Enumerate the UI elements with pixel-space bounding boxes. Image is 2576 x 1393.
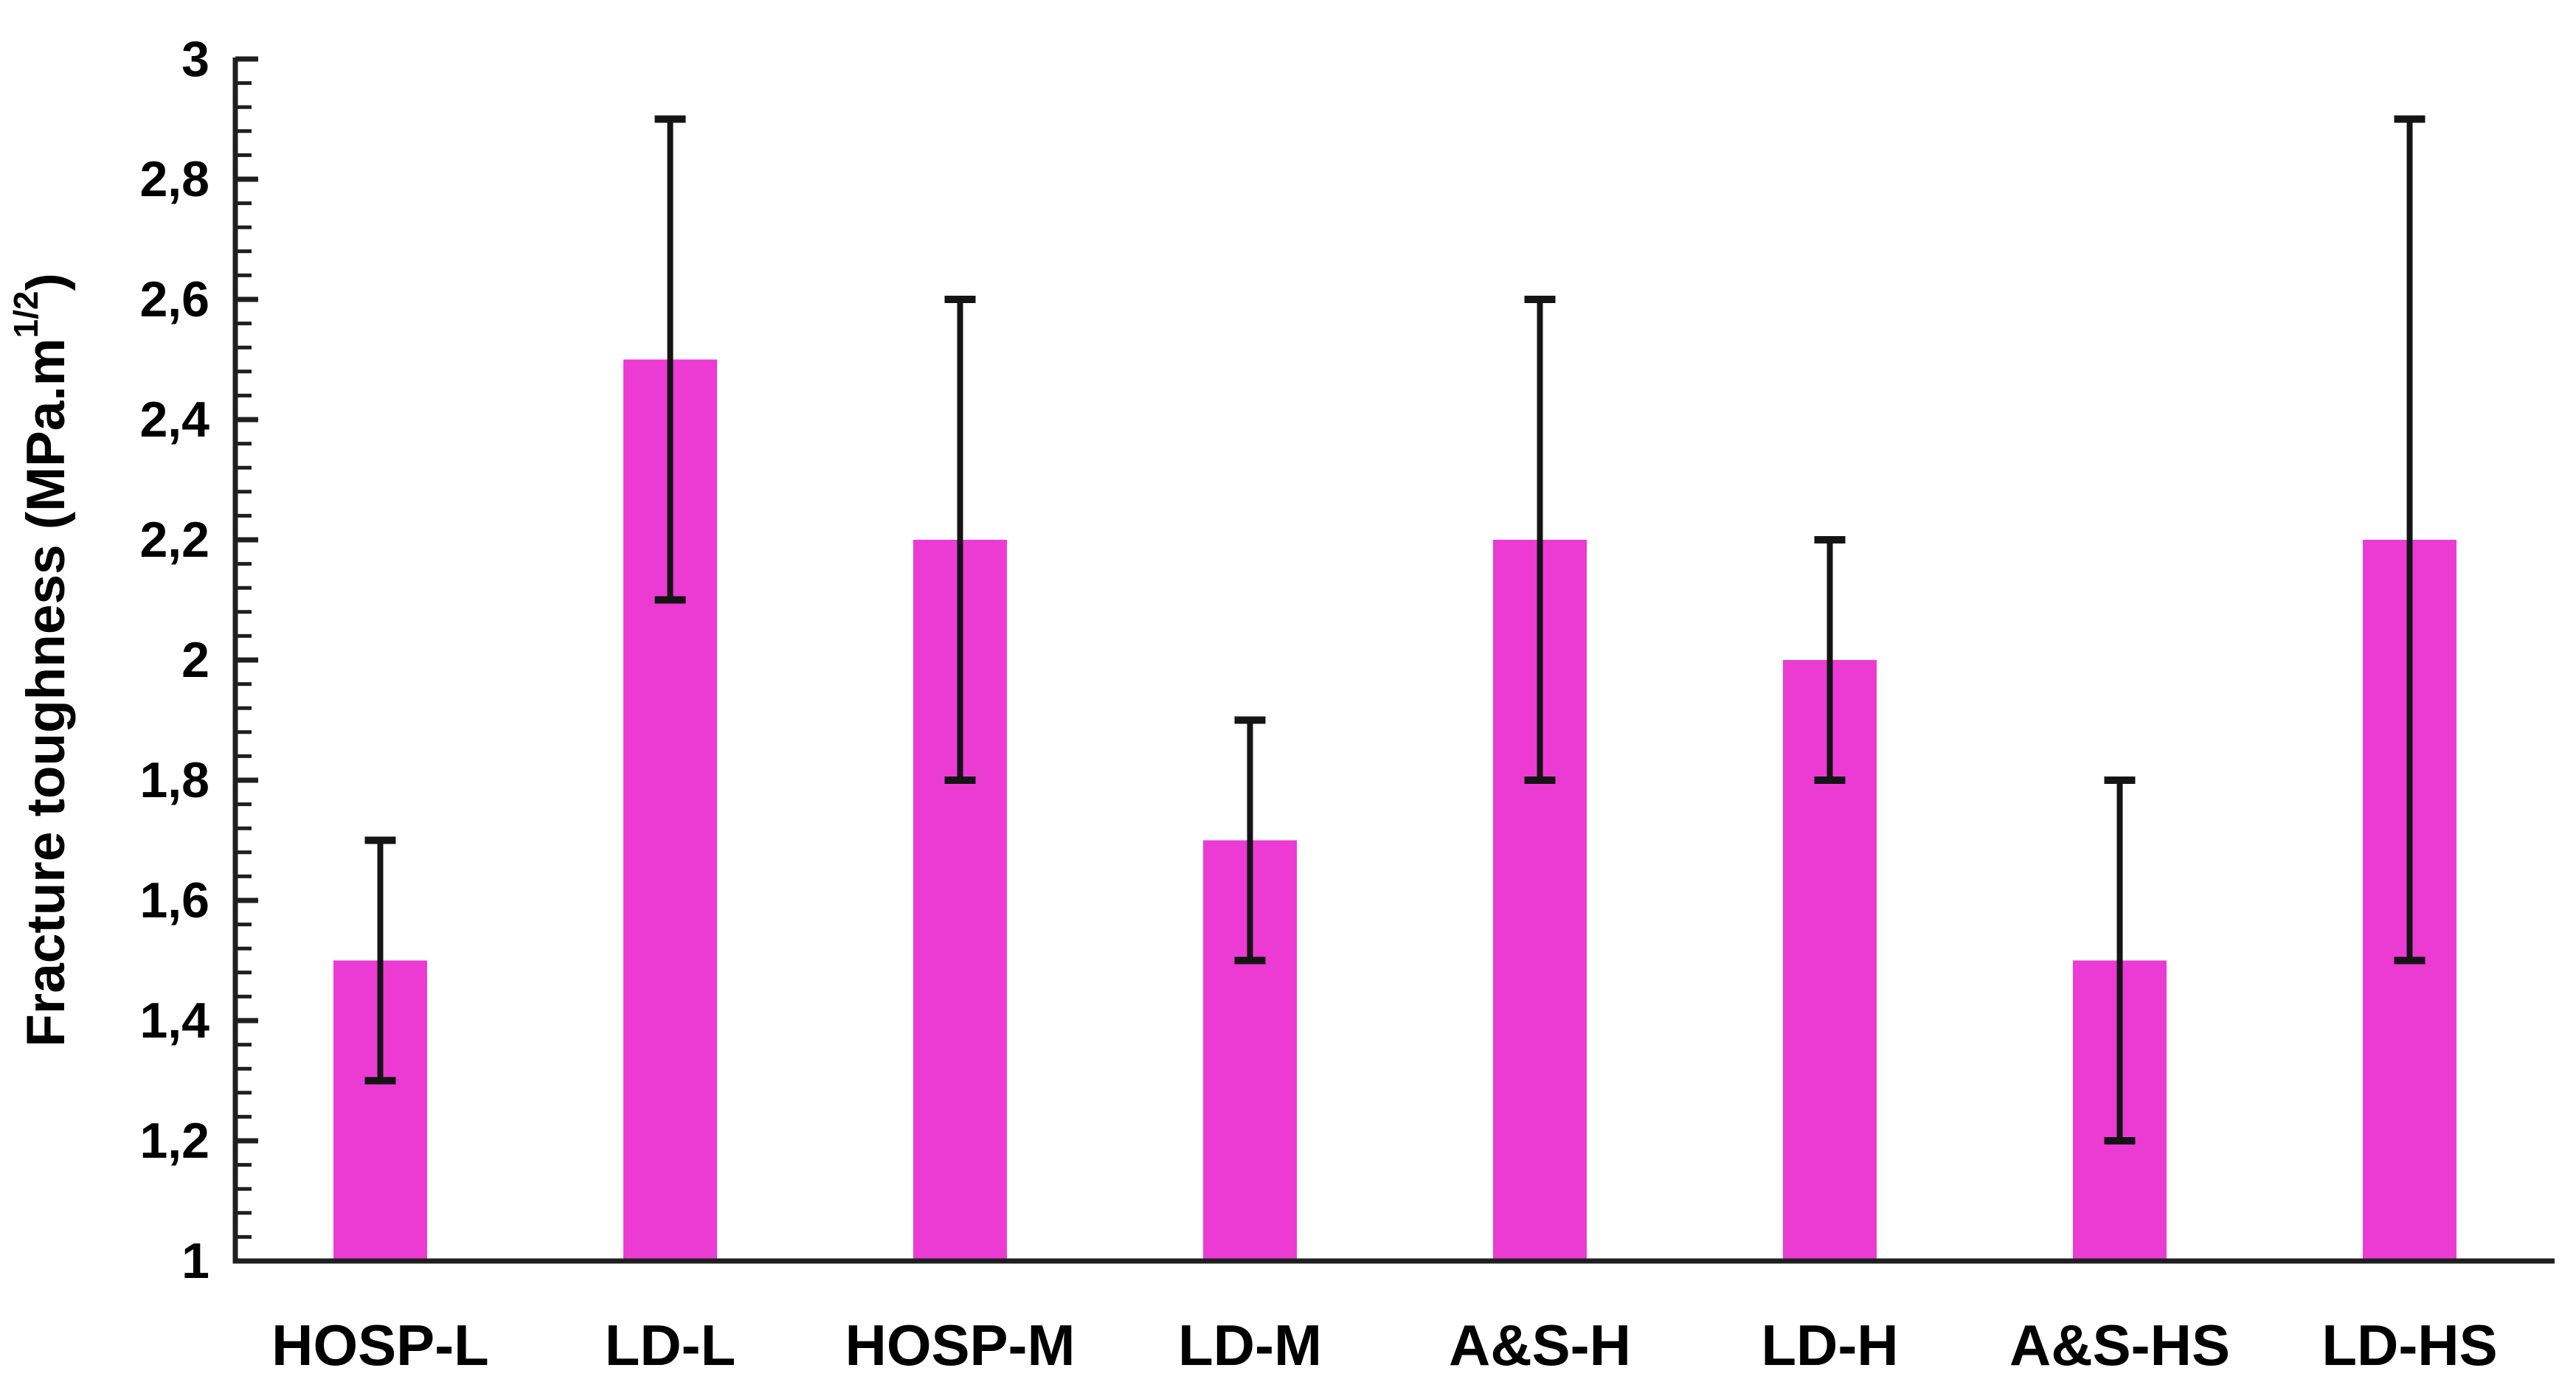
x-category-label-HOSP-L: HOSP-L bbox=[271, 1313, 489, 1378]
y-tick-label-2,6: 2,6 bbox=[139, 271, 210, 327]
y-tick-label-1,6: 1,6 bbox=[139, 872, 210, 928]
x-category-label-LD-M: LD-M bbox=[1178, 1313, 1322, 1378]
x-category-label-A&S-H: A&S-H bbox=[1449, 1313, 1631, 1378]
y-tick-label-2: 2 bbox=[181, 632, 210, 688]
y-tick-label-2,8: 2,8 bbox=[139, 151, 210, 207]
x-category-label-LD-H: LD-H bbox=[1761, 1313, 1898, 1378]
y-tick-label-1,8: 1,8 bbox=[139, 752, 210, 808]
y-tick-label-1,2: 1,2 bbox=[139, 1113, 210, 1169]
y-tick-label-1: 1 bbox=[181, 1233, 210, 1289]
x-category-label-A&S-HS: A&S-HS bbox=[2009, 1313, 2230, 1378]
x-category-label-HOSP-M: HOSP-M bbox=[845, 1313, 1076, 1378]
y-axis-title: Fracture toughness (MPa.m1/2) bbox=[7, 273, 76, 1047]
y-tick-label-2,2: 2,2 bbox=[139, 512, 210, 568]
x-category-label-LD-L: LD-L bbox=[605, 1313, 736, 1378]
y-tick-label-1,4: 1,4 bbox=[139, 993, 210, 1049]
x-category-label-LD-HS: LD-HS bbox=[2321, 1313, 2497, 1378]
y-tick-label-2,4: 2,4 bbox=[139, 392, 210, 448]
y-tick-label-3: 3 bbox=[181, 31, 210, 87]
